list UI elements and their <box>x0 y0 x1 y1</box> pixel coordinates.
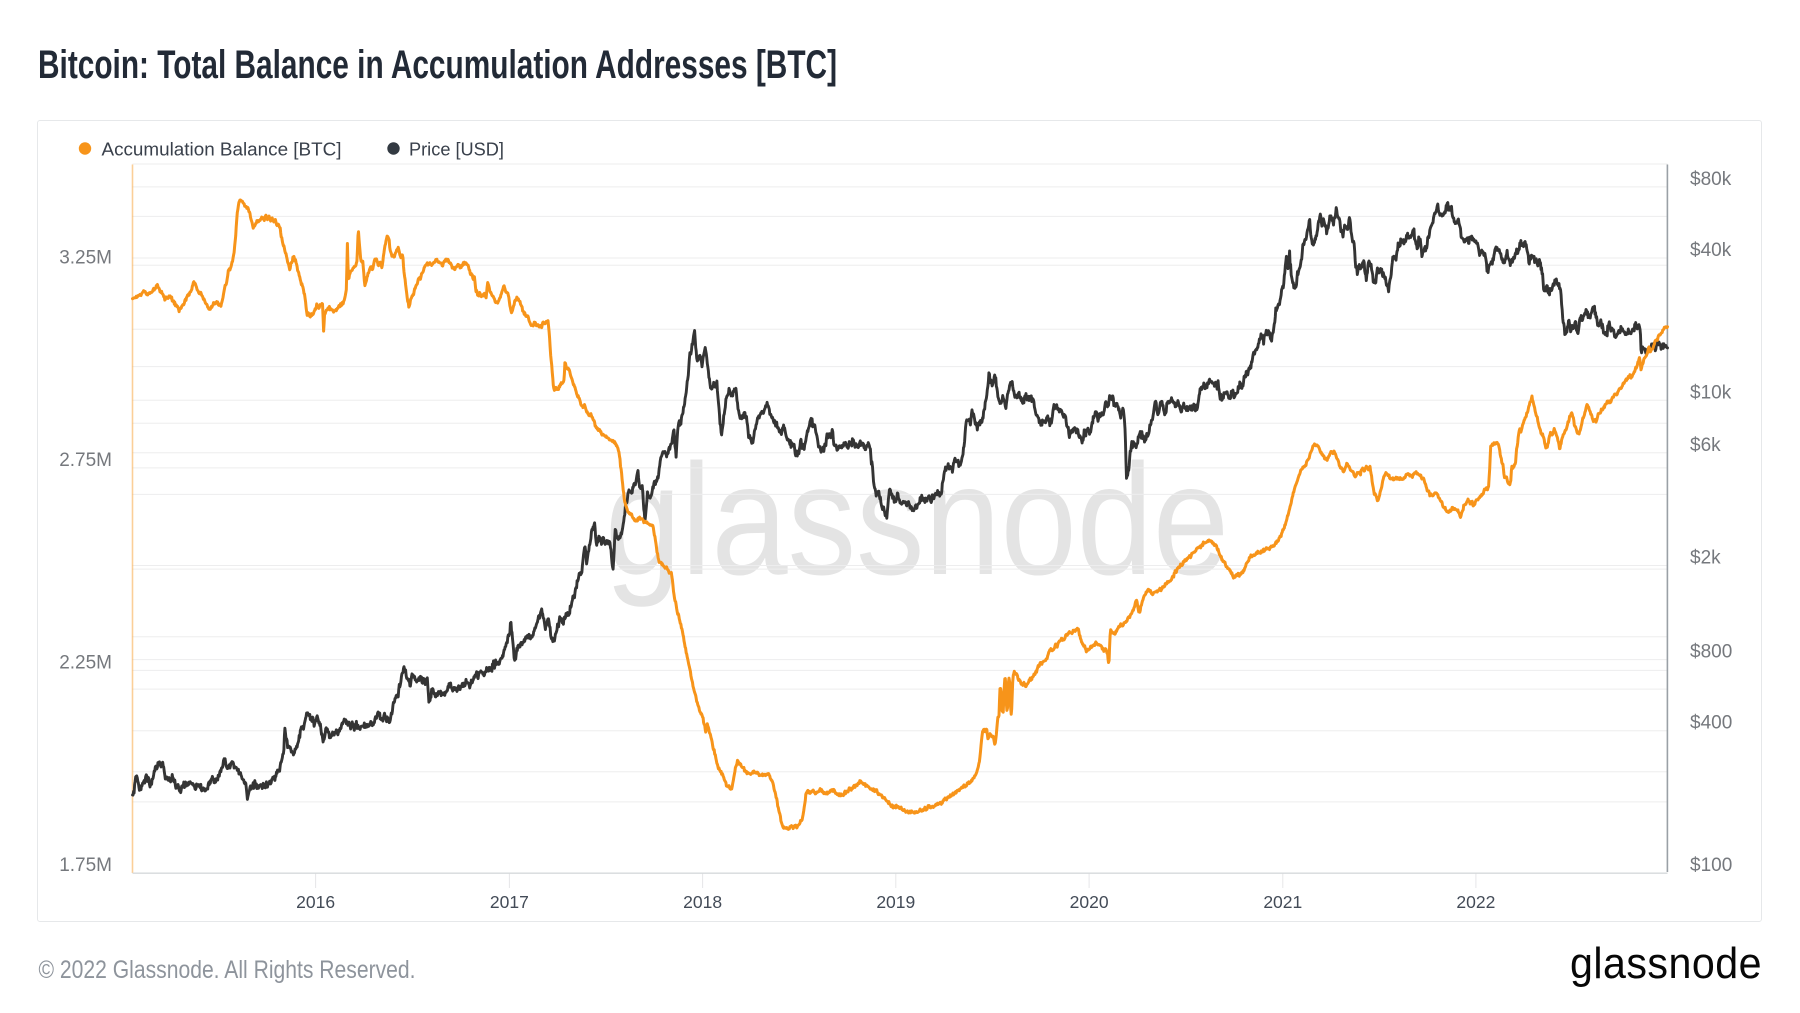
svg-text:$800: $800 <box>1690 642 1732 663</box>
svg-text:Price [USD]: Price [USD] <box>409 139 504 160</box>
svg-text:Bitcoin: Total Balance in Accu: Bitcoin: Total Balance in Accumulation A… <box>38 43 837 87</box>
svg-text:2020: 2020 <box>1070 892 1109 912</box>
svg-text:$40k: $40k <box>1690 240 1732 261</box>
svg-text:2.75M: 2.75M <box>59 450 112 471</box>
svg-text:$400: $400 <box>1690 713 1732 734</box>
svg-text:2022: 2022 <box>1456 892 1495 912</box>
svg-text:© 2022 Glassnode. All Rights R: © 2022 Glassnode. All Rights Reserved. <box>39 956 416 984</box>
svg-text:2017: 2017 <box>490 892 529 912</box>
svg-text:glassnode: glassnode <box>1570 939 1762 988</box>
svg-text:$6k: $6k <box>1690 435 1721 456</box>
svg-text:1.75M: 1.75M <box>59 855 112 876</box>
svg-text:$100: $100 <box>1690 855 1732 876</box>
svg-text:2021: 2021 <box>1263 892 1302 912</box>
svg-text:2.25M: 2.25M <box>59 652 112 673</box>
svg-text:Accumulation Balance [BTC]: Accumulation Balance [BTC] <box>102 139 342 160</box>
svg-text:glassnode: glassnode <box>605 432 1229 608</box>
svg-text:2016: 2016 <box>296 892 335 912</box>
svg-text:3.25M: 3.25M <box>59 247 112 268</box>
svg-text:2019: 2019 <box>876 892 915 912</box>
svg-text:$2k: $2k <box>1690 548 1721 569</box>
svg-text:$80k: $80k <box>1690 169 1732 190</box>
svg-text:$10k: $10k <box>1690 382 1732 403</box>
svg-text:2018: 2018 <box>683 892 722 912</box>
